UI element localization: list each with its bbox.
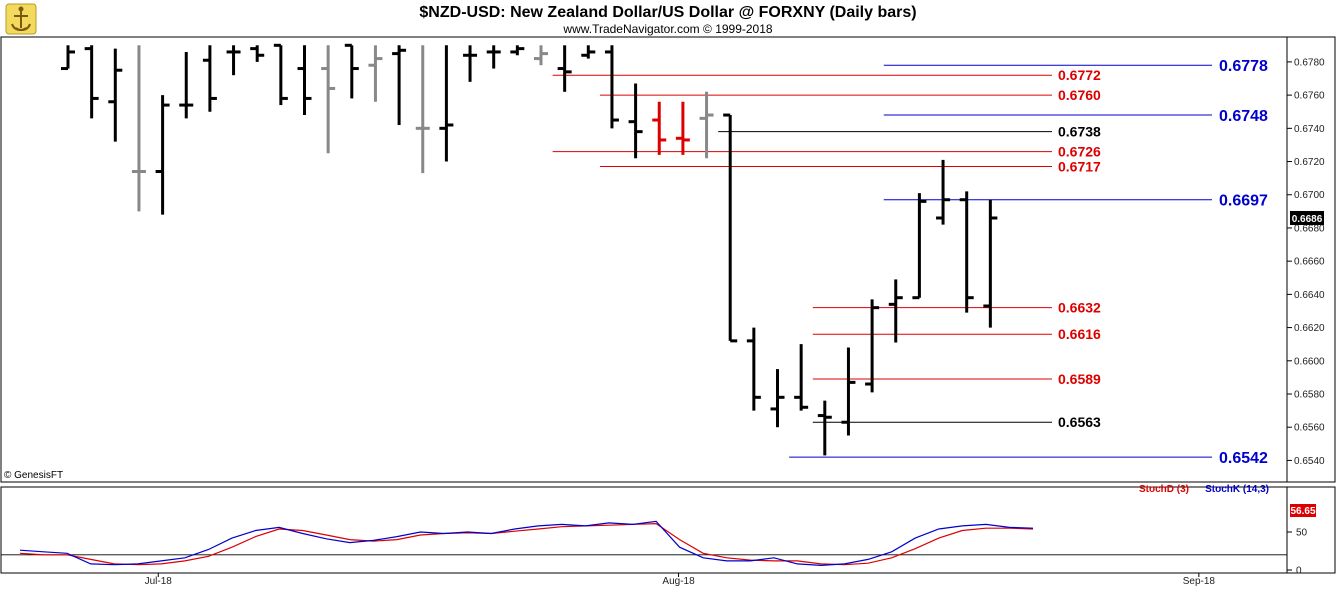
ohlc-bar [628, 83, 643, 159]
price-axis [1286, 36, 1336, 483]
level-label: 0.6717 [1058, 159, 1101, 175]
stochastic-d-line [19, 522, 1034, 566]
stochastic-axis-ticks: 50 0 [1287, 528, 1308, 577]
stochastic-last-value: 56.65 [1290, 506, 1315, 517]
price-tick-label: 0.6620 [1294, 323, 1325, 334]
price-tick-label: 0.6700 [1294, 190, 1325, 201]
price-tick-label: 0.6780 [1294, 57, 1325, 68]
level-label: 0.6738 [1058, 124, 1101, 140]
stochastic-axis [1286, 486, 1336, 574]
ohlc-bar [463, 45, 478, 82]
ohlc-bar [415, 45, 430, 174]
price-tick-label: 0.6640 [1294, 290, 1325, 301]
level-label: 0.6748 [1219, 108, 1268, 125]
legend-stoch-d: StochD (3) [1139, 484, 1189, 495]
ohlc-bar [604, 45, 619, 129]
ohlc-bar [273, 43, 288, 106]
copyright-label: © GenesisFT [4, 470, 63, 481]
price-tick-label: 0.6680 [1294, 223, 1325, 234]
ohlc-bar [675, 101, 690, 155]
price-tick-label: 0.6560 [1294, 423, 1325, 434]
level-label: 0.6726 [1058, 144, 1101, 160]
level-label: 0.6542 [1219, 450, 1268, 467]
price-tick-label: 0.6580 [1294, 389, 1325, 400]
level-label: 0.6616 [1058, 326, 1101, 342]
ohlc-bar [557, 45, 572, 92]
price-panel [0, 36, 1288, 483]
ohlc-bar [817, 400, 832, 456]
ohlc-bar [131, 45, 146, 212]
price-tick-label: 0.6760 [1294, 91, 1325, 102]
ohlc-bar [534, 45, 548, 66]
x-tick-label: Jul-18 [145, 576, 173, 587]
ohlc-bar [61, 45, 75, 71]
ohlc-bar [746, 327, 761, 411]
ohlc-bar [510, 45, 525, 56]
level-label: 0.6589 [1058, 371, 1101, 387]
ohlc-bar [344, 43, 359, 99]
ohlc-bar [581, 45, 596, 59]
price-axis-ticks: 0.67800.67600.67400.67200.67000.66800.66… [1287, 57, 1325, 467]
price-tick-label: 0.6740 [1294, 124, 1325, 135]
ohlc-bar [392, 45, 407, 126]
price-tick-label: 0.6540 [1294, 456, 1325, 467]
level-label: 0.6563 [1058, 414, 1101, 430]
ohlc-bar [959, 191, 974, 313]
chart-subtitle: www.TradeNavigator.com © 1999-2018 [562, 22, 772, 36]
ohlc-bar [723, 113, 738, 343]
header-background [0, 0, 1336, 36]
ohlc-bar [108, 48, 123, 142]
stochastic-last-tag: 56.65 [1290, 504, 1316, 517]
chart-title: $NZD-USD: New Zealand Dollar/US Dollar @… [419, 4, 916, 21]
ohlc-bar [368, 45, 383, 102]
ohlc-bar [155, 95, 170, 215]
tn-logo-icon [5, 3, 37, 35]
level-label: 0.6632 [1058, 300, 1101, 316]
ohlc-bar [486, 45, 501, 69]
ohlc-bar [226, 45, 241, 76]
level-label: 0.6760 [1058, 87, 1101, 103]
stochastic-panel [0, 486, 1288, 574]
stochastic-tick-label: 0 [1296, 566, 1302, 577]
price-tick-label: 0.6600 [1294, 356, 1325, 367]
x-tick-label: Aug-18 [662, 576, 695, 587]
level-label: 0.6778 [1219, 58, 1268, 75]
ohlc-bar [770, 369, 785, 428]
ohlc-bar [888, 279, 903, 343]
level-label: 0.6772 [1058, 67, 1101, 83]
price-tick-label: 0.6660 [1294, 257, 1325, 268]
last-price-tag: 0.6686 [1290, 210, 1324, 225]
ohlc-bar [202, 45, 217, 112]
level-label: 0.6697 [1219, 193, 1268, 210]
ohlc-bar [439, 45, 454, 162]
x-axis-labels: Jul-18 Aug-18 Sep-18 [145, 573, 1216, 587]
ohlc-bar [652, 101, 667, 155]
ohlc-bar [841, 347, 856, 436]
ohlc-bar [699, 91, 714, 159]
ohlc-bar [983, 199, 998, 328]
ohlc-bar [250, 45, 265, 62]
price-levels: 0.6778 0.6772 0.6760 0.6748 0.6738 0.67260.67… [552, 58, 1268, 467]
stochastic-tick-label: 50 [1296, 528, 1308, 539]
x-tick-label: Sep-18 [1183, 576, 1216, 587]
price-tick-label: 0.6720 [1294, 157, 1325, 168]
last-price-label: 0.6686 [1292, 214, 1323, 225]
ohlc-bar [84, 45, 99, 119]
ohlc-bar [321, 45, 336, 154]
stochastic-k-line [19, 520, 1034, 567]
legend-stoch-k: StochK (14,3) [1205, 484, 1269, 495]
ohlc-bar [865, 299, 880, 393]
ohlc-bar [794, 344, 809, 411]
ohlc-bar [297, 45, 312, 116]
ohlc-bar [912, 193, 927, 300]
ohlc-bars [61, 43, 998, 456]
ohlc-bar [179, 51, 194, 119]
ohlc-bar [936, 159, 951, 225]
